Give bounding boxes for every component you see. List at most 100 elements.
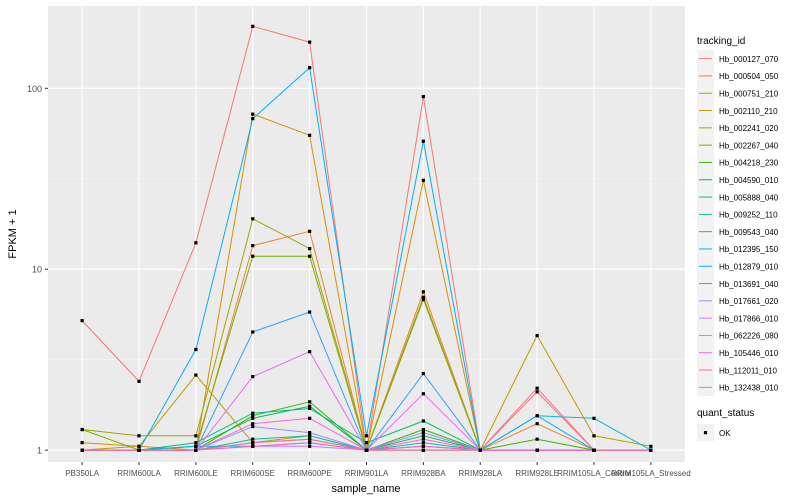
data-point [308, 247, 312, 251]
y-tick-label: 1 [37, 446, 42, 456]
data-point [421, 434, 425, 438]
data-point [308, 133, 312, 137]
data-point [308, 310, 312, 314]
data-point [308, 444, 312, 448]
data-point [251, 244, 255, 248]
data-point [251, 444, 255, 448]
data-point [421, 297, 425, 302]
data-point [421, 431, 425, 435]
data-point [649, 448, 653, 452]
legend: tracking_id Hb_000127_070 Hb_000504_050 Hb_… [697, 36, 779, 442]
data-point [308, 437, 312, 441]
data-point [194, 448, 198, 452]
data-point [194, 434, 198, 438]
data-point [308, 350, 312, 354]
x-axis-title: sample_name [331, 483, 400, 495]
data-point [194, 241, 198, 245]
data-point [308, 254, 312, 258]
data-point [251, 411, 255, 415]
data-point [535, 414, 539, 418]
series-points [80, 24, 653, 452]
data-point [592, 434, 596, 438]
data-point [308, 400, 312, 404]
data-point [251, 441, 255, 445]
legend-label: Hb_012879_010 [719, 262, 779, 271]
legend-label: Hb_009252_110 [719, 211, 778, 220]
x-axis: PB350LA RRIM600LA RRIM600LE RRIM600SE RRIM60… [65, 462, 691, 478]
data-point [137, 379, 141, 383]
data-point [251, 330, 255, 334]
legend-label: Hb_013691_040 [719, 280, 779, 289]
data-point [194, 444, 198, 448]
y-tick-label: 100 [27, 84, 42, 94]
data-point [251, 422, 255, 426]
x-tick-label: RRIM600SE [231, 469, 275, 478]
data-point [535, 448, 539, 452]
data-point [80, 448, 84, 452]
legend-label: Hb_132438_010 [719, 384, 779, 393]
grid-major [48, 6, 685, 462]
data-point [308, 416, 312, 420]
data-point [80, 441, 84, 445]
legend-label: Hb_002241_020 [719, 124, 779, 133]
x-tick-label: RRIM901LA [345, 469, 389, 478]
data-point [251, 414, 255, 418]
data-point [592, 448, 596, 452]
data-point [421, 437, 425, 441]
x-tick-label: RRIM600PE [287, 469, 331, 478]
legend-title: tracking_id [697, 36, 745, 47]
legend-label: Hb_000127_070 [719, 55, 779, 64]
data-point [478, 448, 482, 452]
shape-legend-label: OK [719, 429, 731, 438]
shape-legend-marker [703, 431, 708, 435]
data-point [194, 373, 198, 377]
legend-label: Hb_112011_010 [719, 366, 778, 375]
legend-label: Hb_000504_050 [719, 72, 779, 81]
y-tick-label: 10 [32, 265, 42, 275]
data-point [592, 416, 596, 420]
data-point [421, 295, 425, 299]
data-point [421, 178, 425, 182]
data-point [421, 139, 425, 143]
data-point [194, 441, 198, 445]
data-point [535, 386, 539, 390]
legend-label: Hb_005888_040 [719, 193, 779, 202]
data-point [421, 444, 425, 448]
data-point [308, 441, 312, 445]
data-point [308, 434, 312, 438]
data-point [80, 319, 84, 323]
legend-label: Hb_002267_040 [719, 141, 779, 150]
x-tick-label: RRIM105LA_Stressed [611, 469, 691, 478]
x-tick-label: RRIM600LA [117, 469, 161, 478]
legend-label: Hb_017661_020 [719, 297, 779, 306]
data-point [137, 444, 141, 448]
legend-label: Hb_012395_150 [719, 245, 779, 254]
data-point [251, 254, 255, 258]
x-tick-label: RRIM928LE [515, 469, 559, 478]
data-point [308, 229, 312, 233]
legend-label: Hb_002110_210 [719, 107, 778, 116]
data-point [137, 448, 141, 452]
data-point [194, 347, 198, 352]
legend-label: Hb_000751_210 [719, 89, 779, 98]
legend-label: Hb_017866_010 [719, 314, 779, 323]
data-point [308, 66, 312, 70]
data-point [421, 448, 425, 452]
legend-label: Hb_009543_040 [719, 228, 779, 237]
data-point [421, 94, 425, 99]
data-point [251, 217, 255, 221]
shape-legend-title: quant_status [697, 408, 754, 419]
data-point [251, 437, 255, 441]
data-point [421, 419, 425, 423]
x-tick-label: RRIM600LE [174, 469, 218, 478]
data-point [251, 116, 255, 121]
data-point [251, 374, 255, 379]
legend-label: Hb_105446_010 [719, 349, 779, 358]
data-point [308, 404, 312, 408]
x-tick-label: RRIM105LA_Control [557, 469, 631, 478]
data-point [364, 448, 369, 452]
x-tick-label: RRIM928BA [401, 469, 446, 478]
legend-label: Hb_004590_010 [719, 176, 779, 185]
data-point [137, 434, 141, 438]
